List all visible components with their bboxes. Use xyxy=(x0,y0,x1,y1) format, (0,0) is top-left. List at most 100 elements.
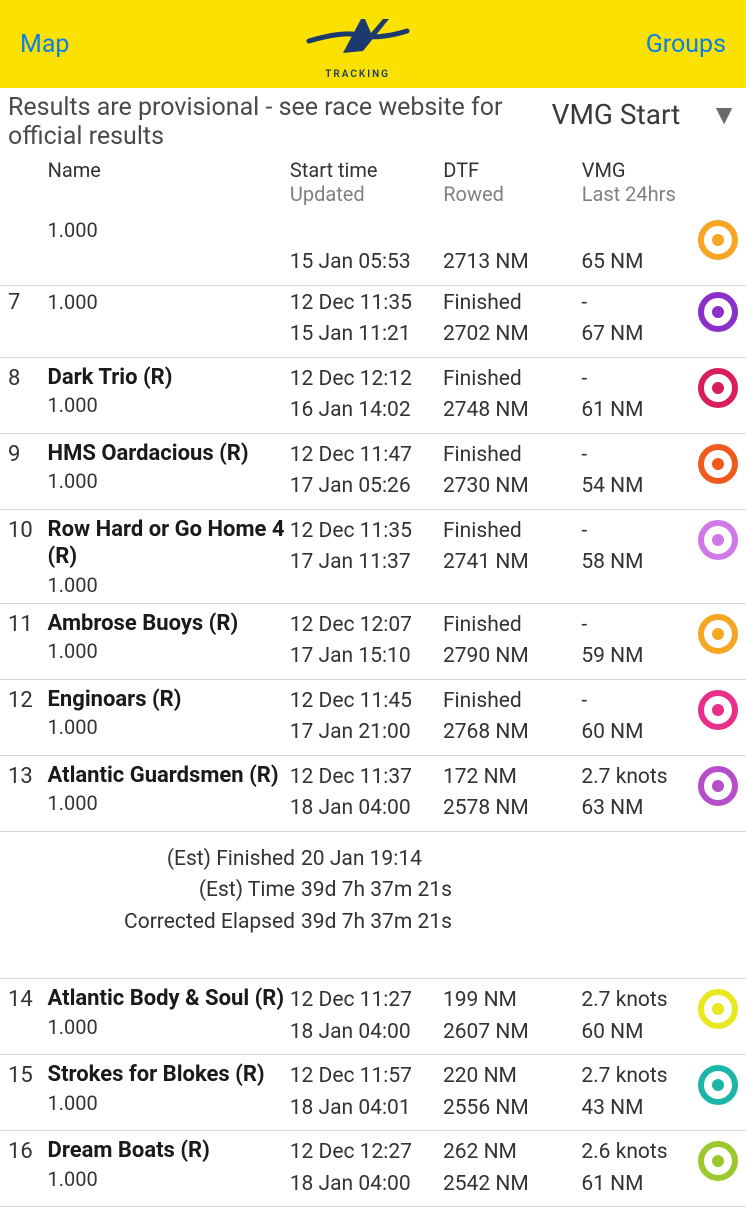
rank: 12 xyxy=(8,686,48,749)
table-row[interactable]: 12 Enginoars (R) 1.000 12 Dec 11:45 17 J… xyxy=(0,680,746,756)
dtf: 262 NM xyxy=(443,1137,581,1169)
target-icon xyxy=(698,1065,738,1105)
factor: 1.000 xyxy=(48,1167,290,1191)
table-row[interactable]: 9 HMS Oardacious (R) 1.000 12 Dec 11:47 … xyxy=(0,434,746,510)
table-row[interactable]: 10 Row Hard or Go Home 4 (R) 1.000 12 De… xyxy=(0,510,746,604)
table-row[interactable]: 15 Strokes for Blokes (R) 1.000 12 Dec 1… xyxy=(0,1055,746,1131)
groups-button[interactable]: Groups xyxy=(646,30,726,59)
table-row[interactable]: 7 Atlantic Endeavoar (R) 1.000 12 Dec 11… xyxy=(0,286,746,358)
vmg-24h: 61 NM xyxy=(581,1169,698,1201)
rowed: 2607 NM xyxy=(443,1017,581,1049)
updated: 18 Jan 04:00 xyxy=(290,793,443,825)
rank: 10 xyxy=(8,516,48,597)
dtf: 172 NM xyxy=(443,762,581,794)
factor: 1.000 xyxy=(48,715,290,739)
rank: 14 xyxy=(8,985,48,1048)
updated: 15 Jan 05:53 xyxy=(290,247,443,279)
provisional-notice: Results are provisional - see race websi… xyxy=(8,94,542,152)
col-start-h2: Updated xyxy=(290,182,443,206)
target-icon xyxy=(698,989,738,1029)
vmg: - xyxy=(581,610,698,642)
rank: 13 xyxy=(8,762,48,825)
col-vmg-h1: VMG xyxy=(582,158,699,182)
target-icon xyxy=(698,690,738,730)
dtf: 199 NM xyxy=(443,985,581,1017)
rank: 9 xyxy=(8,440,48,503)
col-dtf-h2: Rowed xyxy=(443,182,581,206)
updated: 17 Jan 11:37 xyxy=(290,547,443,579)
rowed: 2556 NM xyxy=(443,1093,581,1125)
start-time: 12 Dec 12:12 xyxy=(290,364,443,396)
est-finished-val: 20 Jan 19:14 xyxy=(301,844,422,876)
factor: 1.000 xyxy=(48,791,290,815)
vmg-24h: 63 NM xyxy=(581,793,698,825)
boat-name: Atlantic Guardsmen (R) xyxy=(48,762,290,790)
table-row[interactable]: 13 Atlantic Guardsmen (R) 1.000 12 Dec 1… xyxy=(0,756,746,832)
boat-name: HMS Oardacious (R) xyxy=(48,440,290,468)
est-time-label: (Est) Time xyxy=(8,875,301,907)
vmg-24h: 60 NM xyxy=(581,1017,698,1049)
factor: 1.000 xyxy=(48,218,290,242)
factor: 1.000 xyxy=(48,393,290,417)
chevron-down-icon: ▼ xyxy=(710,98,738,131)
results-list-2: 14 Atlantic Body & Soul (R) 1.000 12 Dec… xyxy=(0,979,746,1207)
rowed: 2741 NM xyxy=(443,547,581,579)
yb-logo-icon xyxy=(303,9,413,67)
map-button[interactable]: Map xyxy=(20,30,69,59)
rank: 16 xyxy=(8,1137,48,1200)
updated: 17 Jan 15:10 xyxy=(290,641,443,673)
target-icon xyxy=(698,444,738,484)
boat-name: Dream Boats (R) xyxy=(48,1137,290,1165)
vmg: 2.7 knots xyxy=(581,985,698,1017)
dtf: Finished xyxy=(443,516,581,548)
rowed: 2790 NM xyxy=(443,641,581,673)
target-icon xyxy=(698,520,738,560)
target-icon xyxy=(698,614,738,654)
vmg: - xyxy=(581,686,698,718)
target-icon xyxy=(698,1141,738,1181)
start-time: 12 Dec 11:27 xyxy=(290,985,443,1017)
est-time-val: 39d 7h 37m 21s xyxy=(301,875,452,907)
results-list: - 1.000 15 Jan 05:53 2713 NM 65 NM 7 Atl… xyxy=(0,214,746,832)
updated: 17 Jan 05:26 xyxy=(290,471,443,503)
updated: 18 Jan 04:01 xyxy=(290,1093,443,1125)
vmg-24h: 60 NM xyxy=(581,717,698,749)
table-row[interactable]: 14 Atlantic Body & Soul (R) 1.000 12 Dec… xyxy=(0,979,746,1055)
updated: 15 Jan 11:21 xyxy=(290,319,443,351)
start-time: 12 Dec 11:35 xyxy=(290,288,443,320)
col-vmg-h2: Last 24hrs xyxy=(582,182,699,206)
table-row[interactable]: - 1.000 15 Jan 05:53 2713 NM 65 NM xyxy=(0,214,746,286)
start-time: 12 Dec 11:57 xyxy=(290,1061,443,1093)
rank: 11 xyxy=(8,610,48,673)
factor: 1.000 xyxy=(48,1091,290,1115)
factor: 1.000 xyxy=(48,573,290,597)
boat-name: Strokes for Blokes (R) xyxy=(48,1061,290,1089)
table-row[interactable]: 11 Ambrose Buoys (R) 1.000 12 Dec 12:07 … xyxy=(0,604,746,680)
start-time: 12 Dec 12:07 xyxy=(290,610,443,642)
start-time: 12 Dec 11:35 xyxy=(290,516,443,548)
rowed: 2748 NM xyxy=(443,395,581,427)
boat-name: Ambrose Buoys (R) xyxy=(48,610,290,638)
vmg-24h: 61 NM xyxy=(581,395,698,427)
sort-dropdown[interactable]: VMG Start ▼ xyxy=(552,94,738,131)
table-row[interactable]: 8 Dark Trio (R) 1.000 12 Dec 12:12 16 Ja… xyxy=(0,358,746,434)
vmg: 2.7 knots xyxy=(581,1061,698,1093)
dropdown-label: VMG Start xyxy=(552,98,681,131)
rowed: 2713 NM xyxy=(443,247,581,279)
start-time: 12 Dec 11:37 xyxy=(290,762,443,794)
vmg: - xyxy=(581,288,698,320)
vmg: - xyxy=(581,364,698,396)
dtf: Finished xyxy=(443,364,581,396)
vmg-24h: 67 NM xyxy=(581,319,698,351)
rowed: 2768 NM xyxy=(443,717,581,749)
table-row[interactable]: 16 Dream Boats (R) 1.000 12 Dec 12:27 18… xyxy=(0,1131,746,1207)
dtf: Finished xyxy=(443,686,581,718)
dtf: Finished xyxy=(443,610,581,642)
boat-name: Enginoars (R) xyxy=(48,686,290,714)
rowed: 2542 NM xyxy=(443,1169,581,1201)
dtf: 220 NM xyxy=(443,1061,581,1093)
updated: 17 Jan 21:00 xyxy=(290,717,443,749)
start-time: 12 Dec 11:47 xyxy=(290,440,443,472)
updated: 16 Jan 14:02 xyxy=(290,395,443,427)
est-finished-label: (Est) Finished xyxy=(8,844,301,876)
